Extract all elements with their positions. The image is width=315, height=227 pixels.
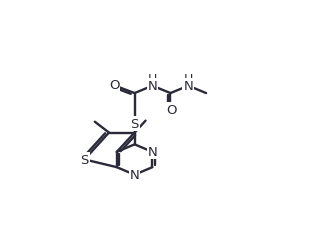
- Text: S: S: [80, 153, 89, 166]
- Text: O: O: [166, 104, 177, 117]
- Text: H: H: [184, 73, 193, 86]
- Text: N: N: [183, 80, 193, 93]
- Text: N: N: [130, 168, 140, 181]
- Text: N: N: [147, 80, 157, 93]
- Text: H: H: [148, 73, 157, 86]
- Text: N: N: [147, 146, 157, 159]
- Text: O: O: [109, 79, 119, 92]
- Text: S: S: [130, 118, 139, 131]
